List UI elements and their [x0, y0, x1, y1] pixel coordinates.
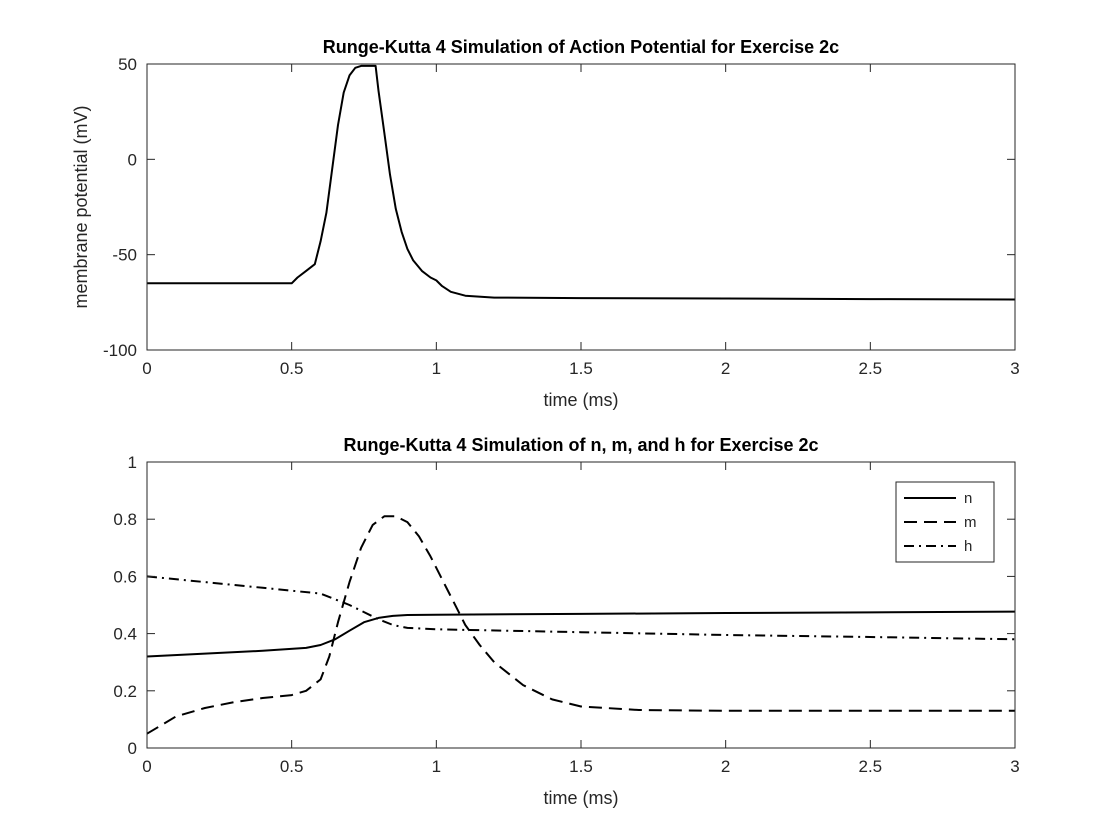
y-tick-label: 0.8 — [113, 510, 137, 529]
legend-label-h: h — [964, 538, 972, 555]
chart-title: Runge-Kutta 4 Simulation of n, m, and h … — [343, 435, 818, 455]
series-line-series-0 — [147, 64, 1016, 301]
series-line-m — [146, 515, 1015, 735]
x-axis-label: time (ms) — [544, 788, 619, 808]
x-tick-label: 3 — [1010, 359, 1019, 378]
y-axis-label: membrane potential (mV) — [71, 105, 91, 308]
y-tick-label: -100 — [103, 341, 137, 360]
x-tick-label: 1 — [432, 757, 441, 776]
plot-area — [147, 462, 1015, 748]
x-tick-label: 2 — [721, 757, 730, 776]
y-tick-label: 0 — [128, 150, 137, 169]
y-tick-label: 0.6 — [113, 567, 137, 586]
y-tick-label: -50 — [112, 246, 137, 265]
x-tick-label: 2.5 — [859, 757, 883, 776]
y-tick-label: 1 — [128, 453, 137, 472]
series-line-n — [146, 610, 1016, 658]
x-tick-label: 1.5 — [569, 359, 593, 378]
legend-label-m: m — [964, 514, 977, 531]
gating-variables-chart: 0 0.5 1 1.5 2 2.5 3 0 0.2 0.4 0.6 0.8 1 Runge-Kutta … — [113, 435, 1019, 808]
legend: nmh — [895, 481, 995, 563]
plot-area — [147, 64, 1015, 350]
legend-label-n: n — [964, 490, 972, 507]
y-tick-label: 0.4 — [113, 625, 137, 644]
x-tick-label: 1.5 — [569, 757, 593, 776]
y-tick-label: 0 — [128, 739, 137, 758]
x-tick-label: 3 — [1010, 757, 1019, 776]
x-tick-label: 2 — [721, 359, 730, 378]
x-axis-label: time (ms) — [544, 390, 619, 410]
chart-title: Runge-Kutta 4 Simulation of Action Poten… — [323, 37, 839, 57]
y-tick-label: 50 — [118, 55, 137, 74]
action-potential-chart: 0 0.5 1 1.5 2 2.5 3 -100 -50 0 50 Runge-Kutta 4 Si… — [71, 37, 1020, 410]
x-tick-label: 0.5 — [280, 757, 304, 776]
x-tick-label: 0 — [142, 757, 151, 776]
series-line-h — [146, 575, 1016, 641]
y-tick-label: 0.2 — [113, 682, 137, 701]
x-tick-label: 1 — [432, 359, 441, 378]
x-tick-label: 0.5 — [280, 359, 304, 378]
x-tick-label: 0 — [142, 359, 151, 378]
x-tick-label: 2.5 — [859, 359, 883, 378]
